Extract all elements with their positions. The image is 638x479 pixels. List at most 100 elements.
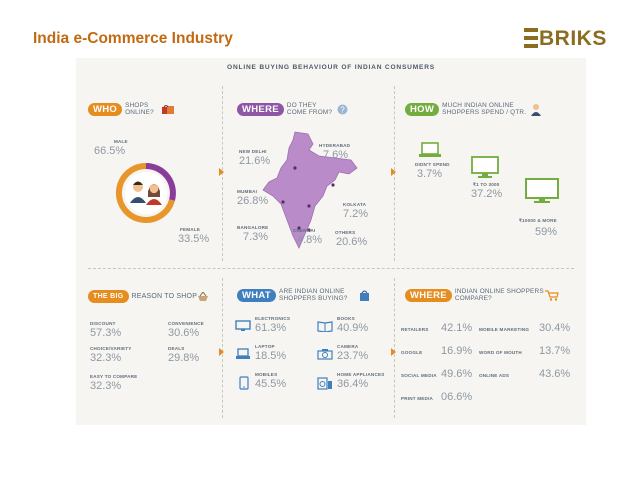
category-label: MOBILES xyxy=(255,372,278,377)
source-label: SOCIAL MEDIA xyxy=(401,373,437,378)
city-label: HYDERABAD xyxy=(319,143,351,148)
city-label: NEW DELHI xyxy=(239,149,267,154)
businessman-icon xyxy=(531,103,542,116)
camera-icon xyxy=(317,349,333,360)
category-value: 40.9% xyxy=(337,322,369,334)
male-label: MALE xyxy=(114,139,128,144)
category-value: 36.4% xyxy=(337,378,369,390)
arrow-icon xyxy=(219,168,224,176)
category-value: 45.5% xyxy=(255,378,287,390)
infographic-header: ONLINE BUYING BEHAVIOUR OF INDIAN CONSUM… xyxy=(227,64,435,71)
what-tag: WHAT ARE INDIAN ONLINE SHOPPERS BUYING? xyxy=(237,288,370,302)
what-panel: WHAT ARE INDIAN ONLINE SHOPPERS BUYING? … xyxy=(223,270,394,425)
spend-value: 3.7% xyxy=(417,168,443,180)
source-label: ONLINE ADS xyxy=(479,373,510,378)
briks-logo: BRIKS xyxy=(524,26,607,50)
category-label: CAMERA xyxy=(337,344,359,349)
arrow-icon xyxy=(391,168,396,176)
category-label: BOOKS xyxy=(337,316,355,321)
city-value: 7.3% xyxy=(243,231,269,243)
city-value: 7.2% xyxy=(343,208,369,220)
source-label: MOBILE MARKETING xyxy=(479,327,530,332)
where-compare-panel: WHERE INDIAN ONLINE SHOPPERS COMPARE? RE… xyxy=(395,270,586,425)
spend-label: ₹10000 & MORE xyxy=(519,218,557,223)
source-value: 06.6% xyxy=(441,391,473,403)
who-tag-word: WHO xyxy=(88,102,123,116)
reason-label: CONVENIENCE xyxy=(168,321,204,326)
where-compare-tag-sub: INDIAN ONLINE SHOPPERS COMPARE? xyxy=(454,288,544,302)
what-tag-word: WHAT xyxy=(237,288,276,302)
bag-icon xyxy=(360,290,369,301)
who-tag-sub: SHOPS ONLINE? xyxy=(125,102,154,116)
source-label: WORD OF MOUTH xyxy=(479,350,522,355)
spend-value: 37.2% xyxy=(471,188,503,200)
who-tag: WHO SHOPS ONLINE? xyxy=(88,102,175,116)
logo-text: BRIKS xyxy=(539,26,607,50)
category-label: ELECTRONICS xyxy=(255,316,291,321)
source-value: 43.6% xyxy=(539,368,571,380)
slide-title: India e-Commerce Industry xyxy=(33,30,233,47)
where-from-tag: WHERE DO THEY COME FROM? ? xyxy=(237,102,348,116)
gender-ring-icon xyxy=(115,162,176,223)
source-label: RETAILERS xyxy=(401,327,429,332)
how-panel: HOW MUCH INDIAN ONLINE SHOPPERS SPEND / … xyxy=(395,58,586,263)
big-reason-tag-sub: REASON TO SHOP xyxy=(131,293,198,300)
where-from-panel: WHERE DO THEY COME FROM? ? NEW DELHI 21.… xyxy=(223,58,394,263)
source-label: PRINT MEDIA xyxy=(401,396,434,401)
city-value: 21.6% xyxy=(239,155,271,167)
category-label: HOME APPLIANCES xyxy=(337,372,385,377)
city-label: OTHERS xyxy=(335,230,356,235)
divider xyxy=(88,268,574,269)
monitor-icon xyxy=(525,178,559,203)
city-value: 20.6% xyxy=(336,236,368,248)
mobile-icon xyxy=(239,376,249,390)
reason-value: 32.3% xyxy=(90,352,122,364)
category-value: 23.7% xyxy=(337,350,369,362)
big-reason-panel: THE BIG REASON TO SHOP DISCOUNT 57.3% CO… xyxy=(76,270,222,425)
city-value: 26.8% xyxy=(237,195,269,207)
reason-value: 30.6% xyxy=(168,327,200,339)
monitor-icon xyxy=(471,156,499,178)
reason-value: 29.8% xyxy=(168,352,200,364)
india-map-icon xyxy=(262,131,358,249)
reason-value: 32.3% xyxy=(90,380,122,392)
arrow-icon xyxy=(219,348,224,356)
category-label: LAPTOP xyxy=(255,344,275,349)
who-panel: WHO SHOPS ONLINE? MALE 66.5% FEMALE 33.5… xyxy=(76,58,222,263)
how-tag: HOW MUCH INDIAN ONLINE SHOPPERS SPEND / … xyxy=(405,102,542,116)
spend-label: DIDN'T SPEND xyxy=(415,162,450,167)
city-value: 7.6% xyxy=(323,149,349,161)
where-compare-tag: WHERE INDIAN ONLINE SHOPPERS COMPARE? xyxy=(405,288,559,302)
book-icon xyxy=(317,321,333,332)
cart-icon xyxy=(544,289,559,301)
spend-value: 59% xyxy=(535,226,558,238)
what-tag-sub: ARE INDIAN ONLINE SHOPPERS BUYING? xyxy=(279,288,348,302)
question-icon: ? xyxy=(337,104,348,114)
source-value: 49.6% xyxy=(441,368,473,380)
male-value: 66.5% xyxy=(94,145,126,157)
appliance-icon xyxy=(317,377,332,390)
svg-text:?: ? xyxy=(340,105,345,114)
spend-label: ₹1 TO 3000 xyxy=(473,182,500,187)
how-tag-word: HOW xyxy=(405,102,440,116)
category-value: 18.5% xyxy=(255,350,287,362)
reason-label: DEALS xyxy=(168,346,185,351)
source-label: GOOGLE xyxy=(401,350,423,355)
city-value: 4.8% xyxy=(297,234,323,246)
where-from-tag-word: WHERE xyxy=(237,102,284,116)
laptop-icon xyxy=(236,348,250,359)
where-compare-tag-word: WHERE xyxy=(405,288,452,302)
source-value: 42.1% xyxy=(441,322,473,334)
shopping-bag-icon xyxy=(162,104,175,114)
source-value: 13.7% xyxy=(539,345,571,357)
city-label: KOLKATA xyxy=(343,202,367,207)
monitor-icon xyxy=(235,320,251,331)
category-value: 61.3% xyxy=(255,322,287,334)
city-label: CHENNAI xyxy=(293,228,316,233)
infographic: ONLINE BUYING BEHAVIOUR OF INDIAN CONSUM… xyxy=(76,58,586,425)
reason-label: DISCOUNT xyxy=(90,321,116,326)
female-label: FEMALE xyxy=(180,227,201,232)
female-value: 33.5% xyxy=(178,233,210,245)
source-value: 30.4% xyxy=(539,322,571,334)
reason-label: EASY TO COMPARE xyxy=(90,374,138,379)
